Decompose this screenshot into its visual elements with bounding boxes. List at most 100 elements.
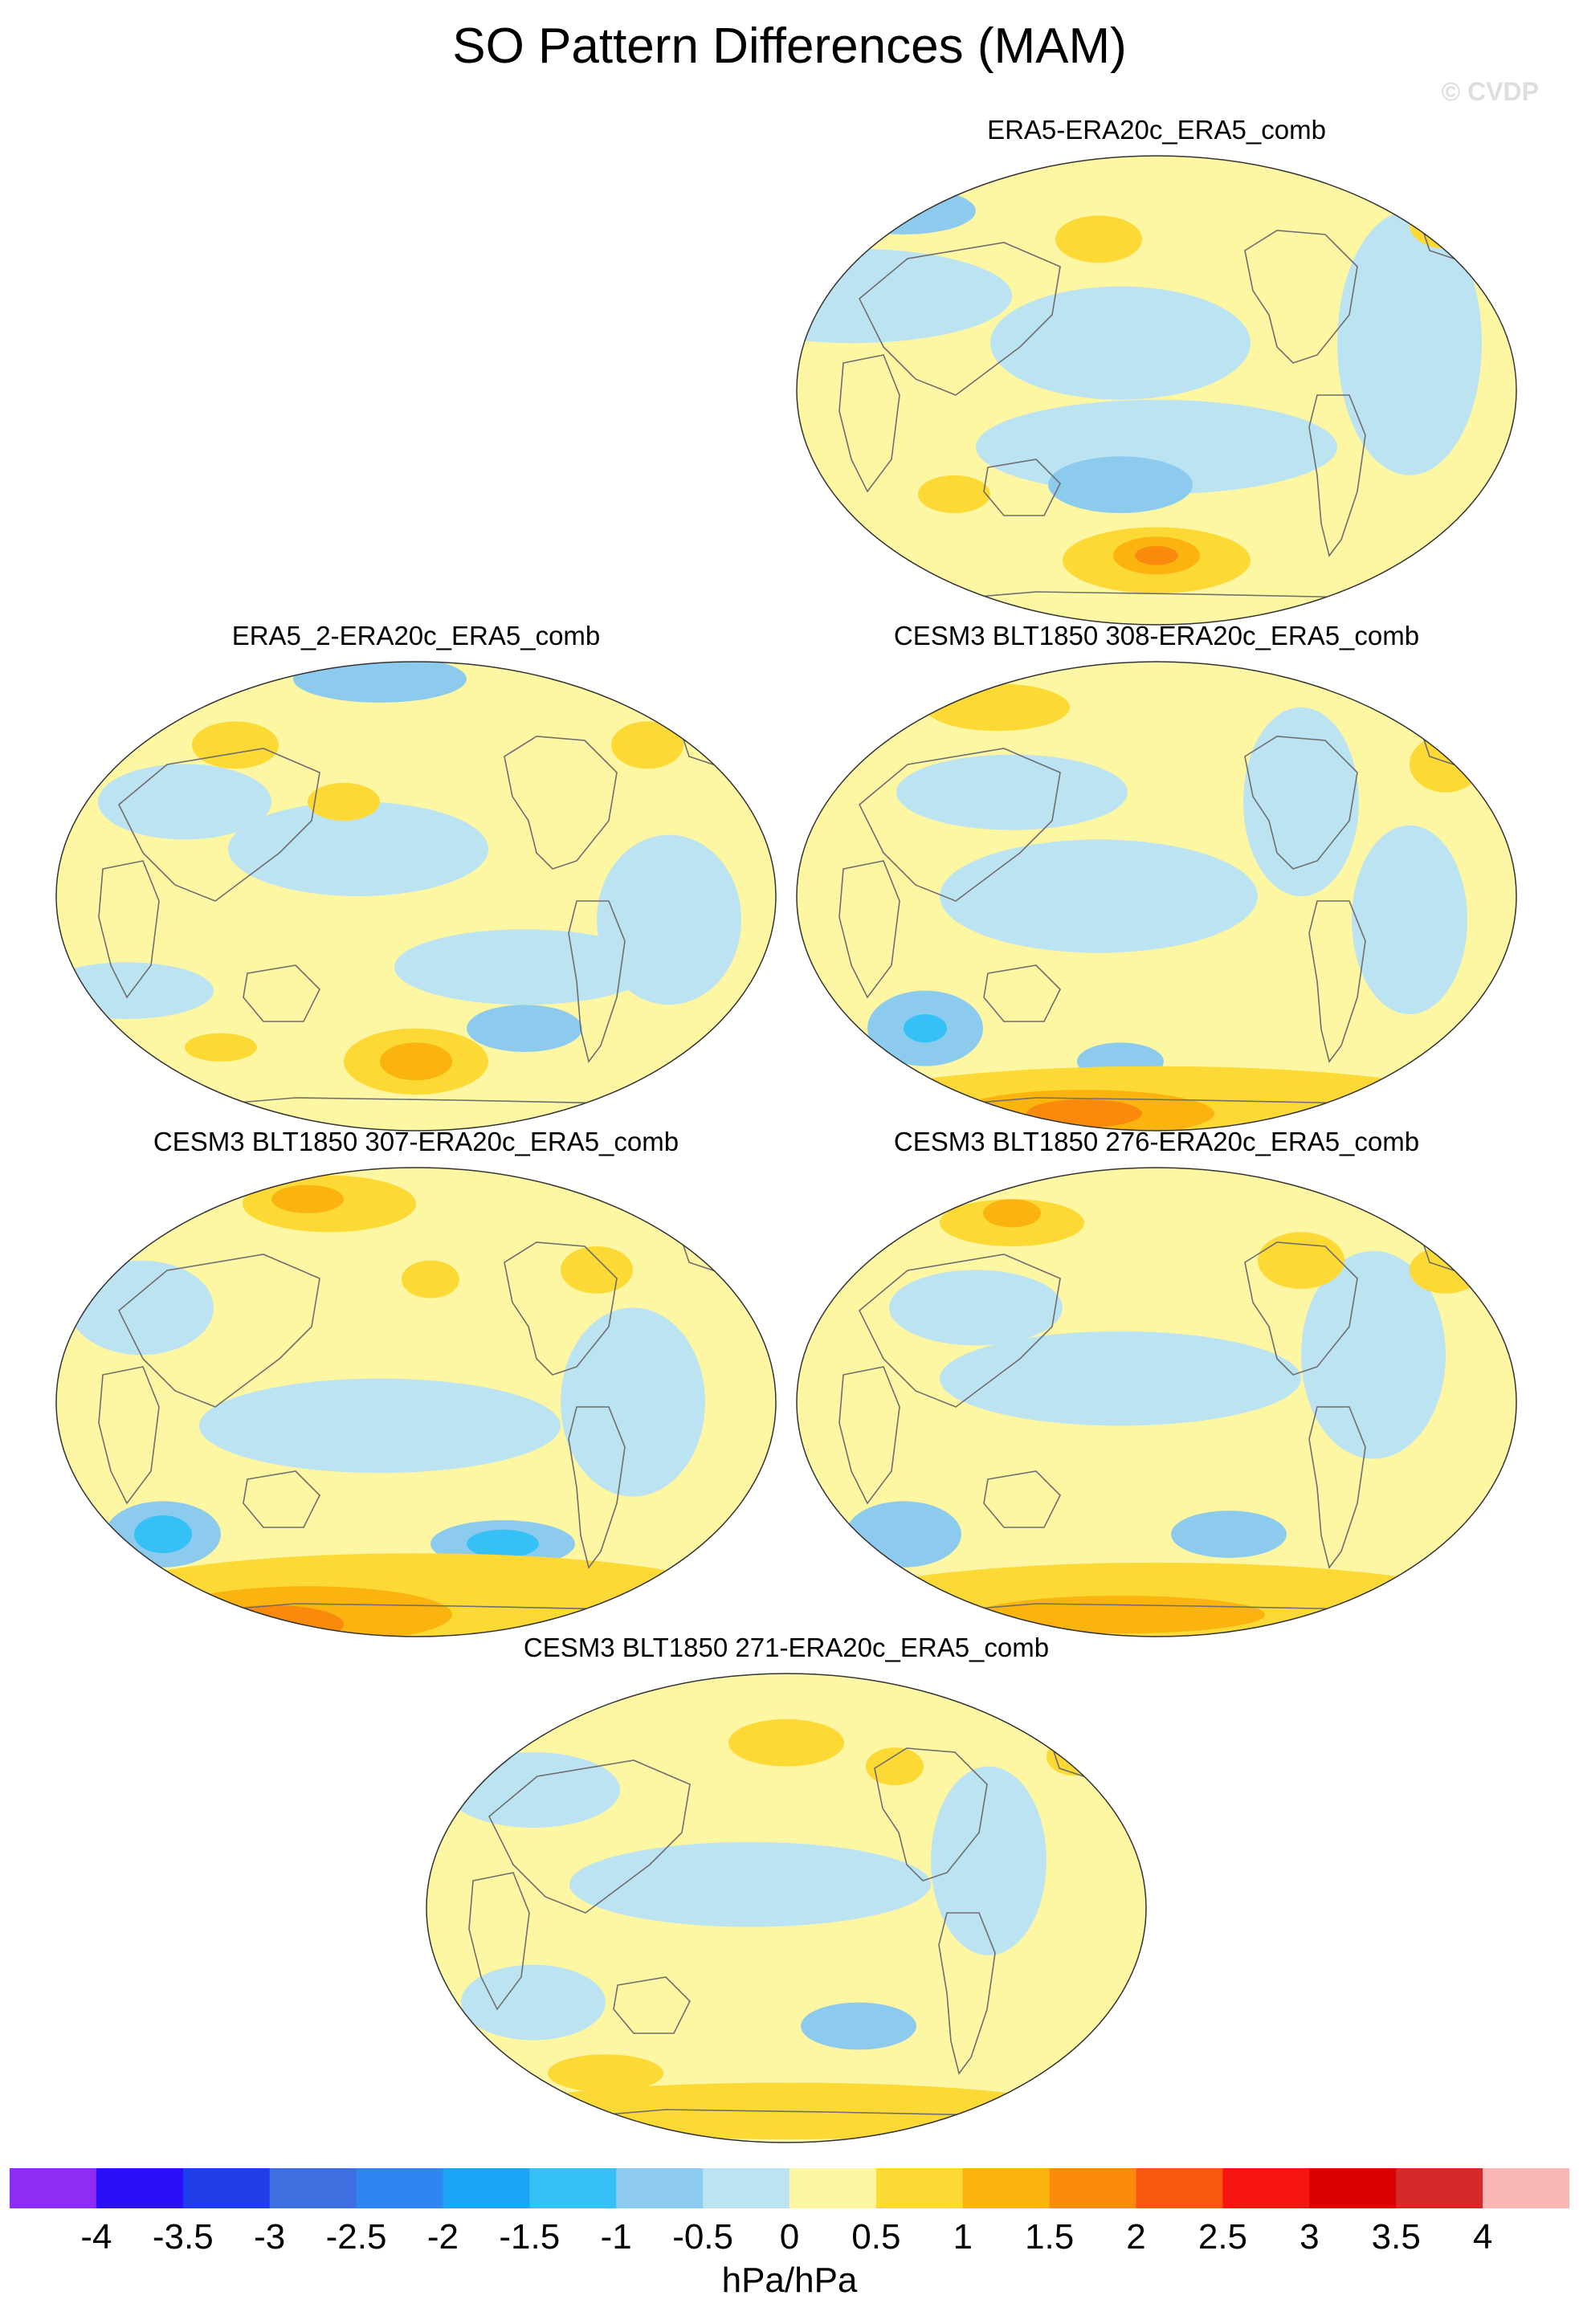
coastline <box>1244 736 1358 870</box>
map-panel-era5-2: ERA5_2-ERA20c_ERA5_comb <box>55 618 777 1132</box>
map-contour-region <box>1171 1511 1287 1558</box>
map-panel-era5: ERA5-ERA20c_ERA5_comb <box>795 112 1518 626</box>
coastline <box>118 1254 320 1408</box>
coastline <box>98 860 160 999</box>
map-contour-region <box>185 1033 257 1062</box>
map-contour-region <box>866 1747 924 1786</box>
colorbar-tick-label: 1 <box>953 2217 973 2257</box>
figure-title: SO Pattern Differences (MAM) <box>452 18 1127 74</box>
colorbar-swatch <box>356 2168 444 2208</box>
robinson-map <box>796 155 1517 626</box>
colorbar-tick-label: 3.5 <box>1371 2217 1421 2257</box>
panel-title: ERA5_2-ERA20c_ERA5_comb <box>231 621 601 650</box>
coastline <box>859 242 1061 396</box>
coastline <box>1308 1406 1366 1569</box>
coastline <box>838 1366 900 1505</box>
coastline <box>983 459 1061 516</box>
map-contour-region <box>918 475 990 513</box>
colorbar-swatch <box>1309 2168 1397 2208</box>
map-contour-region <box>801 2002 916 2050</box>
map-contour-region <box>797 248 1012 344</box>
map-contour-region <box>308 782 380 821</box>
map-contour-region <box>69 1260 214 1356</box>
coastline <box>938 1912 996 2075</box>
map-contour-region <box>192 721 279 769</box>
map-contour-region <box>940 839 1258 953</box>
cvdp-watermark: © CVDP <box>1441 77 1539 106</box>
coastline <box>838 860 900 999</box>
map-contour-region <box>394 929 655 1005</box>
colorbar-swatch <box>703 2168 790 2208</box>
colorbar-swatch <box>10 2168 97 2208</box>
colorbar-swatch <box>962 2168 1051 2208</box>
colorbar-swatch <box>1049 2168 1137 2208</box>
coastline <box>838 354 900 493</box>
colorbar-tick-label: -1.5 <box>499 2217 561 2257</box>
map-contour-region <box>98 764 271 840</box>
map-contour-region <box>569 1841 931 1927</box>
map-shading <box>56 662 776 1131</box>
map-contour-region <box>1337 210 1482 475</box>
map-contour-region <box>990 286 1251 400</box>
colorbar-tick-label: 2 <box>1126 2217 1146 2257</box>
coastline <box>98 1366 160 1505</box>
colorbar-swatch <box>616 2168 704 2208</box>
colorbar-tick-label: -1 <box>600 2217 632 2257</box>
map-shading <box>797 662 1516 1131</box>
map-contour-region <box>611 721 683 769</box>
map-border <box>796 155 1517 626</box>
colorbar-swatch <box>1136 2168 1224 2208</box>
robinson-map <box>55 1167 777 1637</box>
colorbar-tick-label: -3 <box>254 2217 286 2257</box>
map-border <box>55 661 777 1131</box>
robinson-map <box>796 1167 1517 1637</box>
map-contour-region <box>228 801 488 896</box>
coastline <box>859 748 1061 902</box>
robinson-map <box>55 661 777 1131</box>
map-contour-region <box>983 1199 1041 1228</box>
colorbar-swatch <box>269 2168 357 2208</box>
colorbar-tick-label: -3.5 <box>152 2217 214 2257</box>
coastline <box>613 1976 691 2034</box>
coastline <box>118 748 320 902</box>
map-contour-region <box>1410 201 1482 249</box>
map-contour-region <box>1410 1246 1482 1294</box>
map-contour-region <box>904 1014 947 1043</box>
map-contour-region <box>1258 1232 1344 1289</box>
coastline <box>488 1759 691 1914</box>
colorbar-tick-label: 2.5 <box>1198 2217 1248 2257</box>
map-contour-region <box>561 1307 705 1497</box>
map-panel-cesm3-271: CESM3 BLT1850 271-ERA20c_ERA5_comb <box>425 1630 1148 2144</box>
coastline <box>1244 230 1358 364</box>
colorbar-tick-label: -0.5 <box>672 2217 734 2257</box>
map-contour-region <box>134 1515 192 1554</box>
colorbar: -4 -3.5 -3 -2.5 -2 -1.5 -1 -0.5 0 0.5 1 1.5 2 2.5 3 3.5… <box>0 2168 1579 2324</box>
coastline <box>874 1747 988 1882</box>
colorbar-swatch <box>1222 2168 1310 2208</box>
colorbar-swatch <box>1396 2168 1483 2208</box>
colorbar-units-label: hPa/hPa <box>721 2261 858 2300</box>
panel-title: CESM3 BLT1850 308-ERA20c_ERA5_comb <box>893 621 1420 650</box>
colorbar-swatch <box>529 2168 617 2208</box>
map-contour-region <box>925 683 1070 732</box>
map-border <box>796 1167 1517 1637</box>
map-border <box>426 1673 1147 2143</box>
colorbar-tick-label: 0 <box>779 2217 800 2257</box>
map-contour-region <box>1135 546 1178 565</box>
coastline <box>1308 394 1366 557</box>
map-contour-region <box>447 1752 620 1828</box>
robinson-map <box>796 661 1517 1131</box>
map-contour-region <box>1055 215 1142 263</box>
coastline <box>1244 1242 1358 1376</box>
coastline <box>568 1406 626 1569</box>
map-border <box>796 661 1517 1131</box>
map-contour-region <box>1410 736 1482 793</box>
coastline <box>243 1470 320 1528</box>
map-contour-region <box>1026 1099 1142 1128</box>
map-contour-region <box>199 1378 561 1474</box>
map-contour-region <box>1243 707 1359 896</box>
map-contour-region <box>597 834 741 1005</box>
coastline <box>468 1872 530 2011</box>
map-contour-region <box>1048 456 1193 513</box>
colorbar-swatch <box>443 2168 530 2208</box>
